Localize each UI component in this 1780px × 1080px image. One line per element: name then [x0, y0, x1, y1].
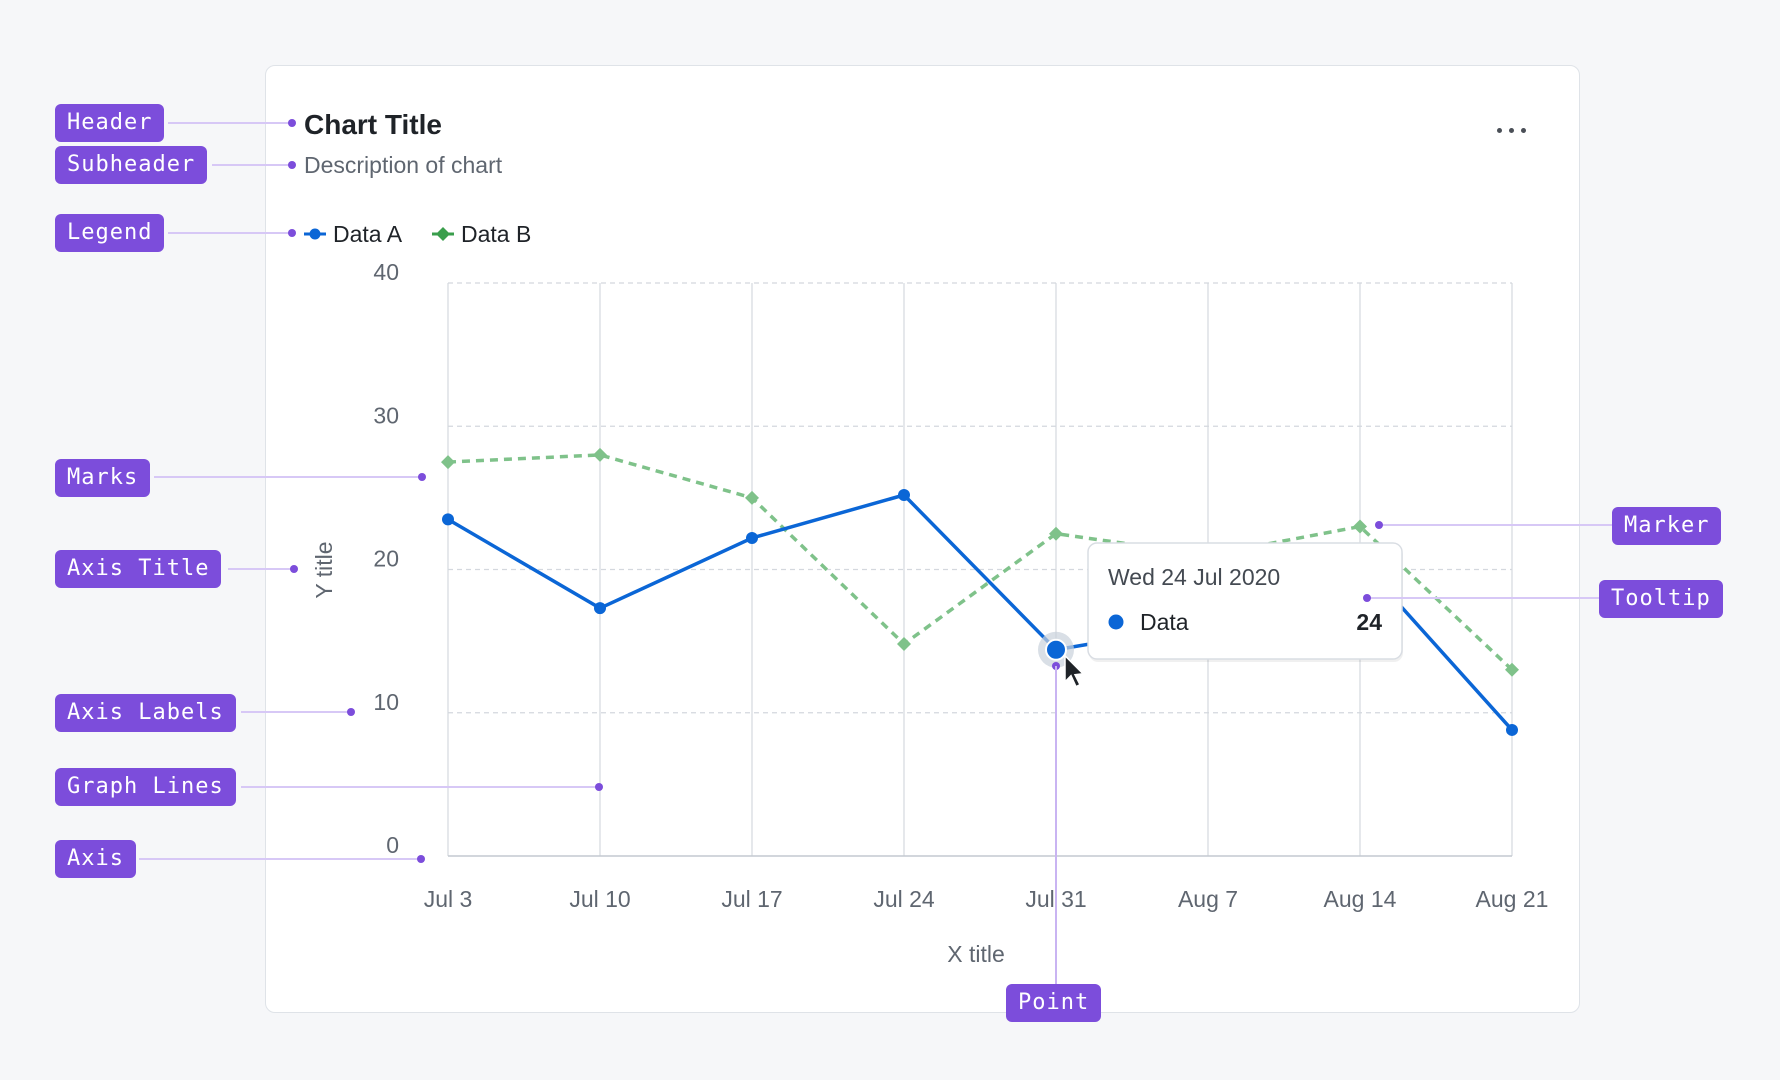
dot [1509, 128, 1514, 133]
series-b-point [593, 447, 607, 462]
annotation-header: Header [55, 104, 165, 142]
series-b-point [441, 455, 455, 470]
y-tick-label: 0 [386, 832, 399, 858]
annotation-dot [418, 473, 426, 481]
tooltip-label: Data [1140, 609, 1189, 635]
legend-swatch-marker-b [436, 227, 450, 241]
series-b-point [745, 490, 759, 505]
series-a-point [746, 531, 758, 544]
x-tick-label: Jul 3 [424, 886, 473, 912]
x-tick-label: Aug 7 [1178, 886, 1238, 912]
annotation-dot [288, 229, 296, 237]
series-a-point [898, 489, 910, 502]
tooltip-swatch [1108, 614, 1124, 630]
annotation-dot [288, 119, 296, 127]
dot [1497, 128, 1502, 133]
annotation-point: Point [1006, 984, 1102, 1022]
x-tick-label: Aug 14 [1324, 886, 1397, 912]
series-b-point [897, 636, 911, 651]
annotation-dot [595, 783, 603, 791]
series-b-point [1353, 519, 1367, 534]
y-axis-title: Y title [311, 541, 337, 598]
chart-subtitle: Description of chart [304, 152, 503, 178]
series-a-point [1506, 723, 1518, 736]
y-tick-label: 10 [373, 689, 399, 715]
annotation-dot [1363, 594, 1371, 602]
annotation-axis: Axis [55, 840, 136, 878]
annotation-dot [417, 855, 425, 863]
legend-label-a: Data A [333, 221, 403, 247]
x-axis-title: X title [947, 941, 1005, 967]
series-b-point [1505, 662, 1519, 677]
cursor-pointer-icon [1064, 653, 1085, 688]
chart-title: Chart Title [304, 109, 442, 140]
annotation-dot [1375, 521, 1383, 529]
annotation-tooltip: Tooltip [1599, 580, 1723, 618]
annotation-dot [347, 708, 355, 716]
legend-label-b: Data B [461, 221, 531, 247]
annotation-legend: Legend [55, 214, 165, 252]
tooltip-value: 24 [1356, 609, 1382, 635]
annotation-dot [288, 161, 296, 169]
highlight-point [1045, 638, 1067, 661]
series-a-point [594, 602, 606, 615]
annotation-marks: Marks [55, 459, 151, 497]
y-tick-label: 30 [373, 402, 399, 428]
tooltip-date: Wed 24 Jul 2020 [1108, 564, 1280, 590]
annotation-graph-lines: Graph Lines [55, 768, 236, 806]
series-b-point [1049, 526, 1063, 541]
annotation-subheader: Subheader [55, 146, 208, 184]
x-tick-label: Jul 24 [873, 886, 935, 912]
x-tick-label: Aug 21 [1476, 886, 1549, 912]
tooltip-box [1087, 542, 1403, 660]
more-horizontal-icon[interactable] [1492, 118, 1532, 142]
series-a-point [442, 513, 454, 526]
y-tick-label: 20 [373, 546, 399, 572]
x-tick-label: Jul 10 [569, 886, 630, 912]
annotation-marker: Marker [1612, 507, 1722, 545]
legend-swatch-marker-a [309, 228, 321, 240]
x-tick-label: Jul 17 [721, 886, 782, 912]
dot [1521, 128, 1526, 133]
annotation-axis-title: Axis Title [55, 550, 222, 588]
annotation-dot [290, 565, 298, 573]
y-tick-label: 40 [373, 259, 399, 285]
annotation-axis-labels: Axis Labels [55, 694, 236, 732]
